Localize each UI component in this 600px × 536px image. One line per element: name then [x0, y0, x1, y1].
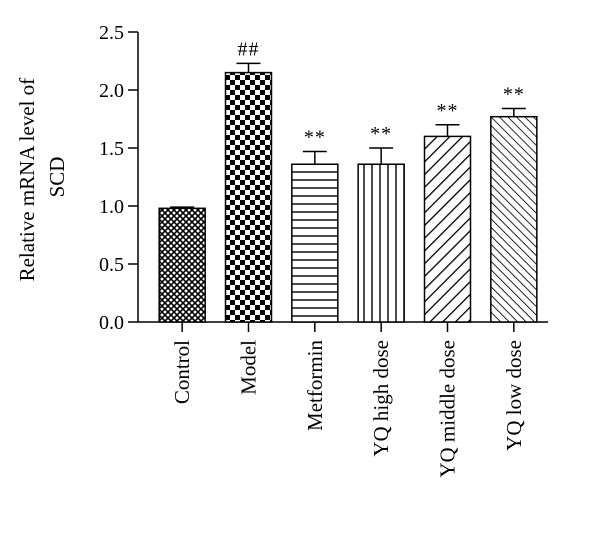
y-axis-label: Relative mRNA level of SCD [15, 73, 69, 282]
bar [224, 71, 273, 323]
significance-label: ** [503, 84, 525, 106]
axes: 0.0 0.5 1.0 1.5 2.0 2.5 [99, 22, 548, 334]
y-tick-label: 0.0 [99, 312, 124, 334]
bar-yq-low-dose: ** [490, 84, 538, 323]
y-axis-label-line-1: Relative mRNA level of [15, 78, 39, 282]
x-tick-label: YQ high dose [369, 340, 393, 457]
bar [357, 163, 405, 323]
y-tick-label: 1.5 [99, 138, 124, 160]
significance-label: ** [437, 100, 459, 122]
x-tick-label: YQ low dose [502, 340, 526, 451]
bar [291, 163, 339, 323]
significance-label: ## [238, 38, 260, 60]
y-tick-label: 0.5 [99, 254, 124, 276]
bar [490, 115, 538, 323]
bar-metformin: ** [291, 126, 339, 323]
bar-yq-high-dose: ** [357, 123, 405, 323]
bar [423, 135, 472, 323]
bar [158, 207, 206, 323]
x-tick-label: Model [237, 340, 261, 395]
bar-model: ## [224, 38, 273, 323]
y-axis-label-line-2: SCD [45, 157, 69, 198]
x-tick-label: Control [170, 340, 194, 404]
significance-label: ** [370, 123, 392, 145]
y-tick-label: 2.5 [99, 22, 124, 44]
bar-yq-middle-dose: ** [423, 100, 472, 323]
x-tick-labels: Control Model Metformin YQ high dose YQ midd… [170, 340, 526, 478]
y-tick-label: 1.0 [99, 196, 124, 218]
y-tick-label: 2.0 [99, 80, 124, 102]
bars-group: ## ** ** ** ** [158, 38, 538, 323]
x-tick-label: YQ middle dose [436, 340, 460, 478]
x-tick-label: Metformin [303, 340, 327, 431]
significance-label: ** [304, 126, 326, 148]
bar-control [158, 206, 206, 323]
